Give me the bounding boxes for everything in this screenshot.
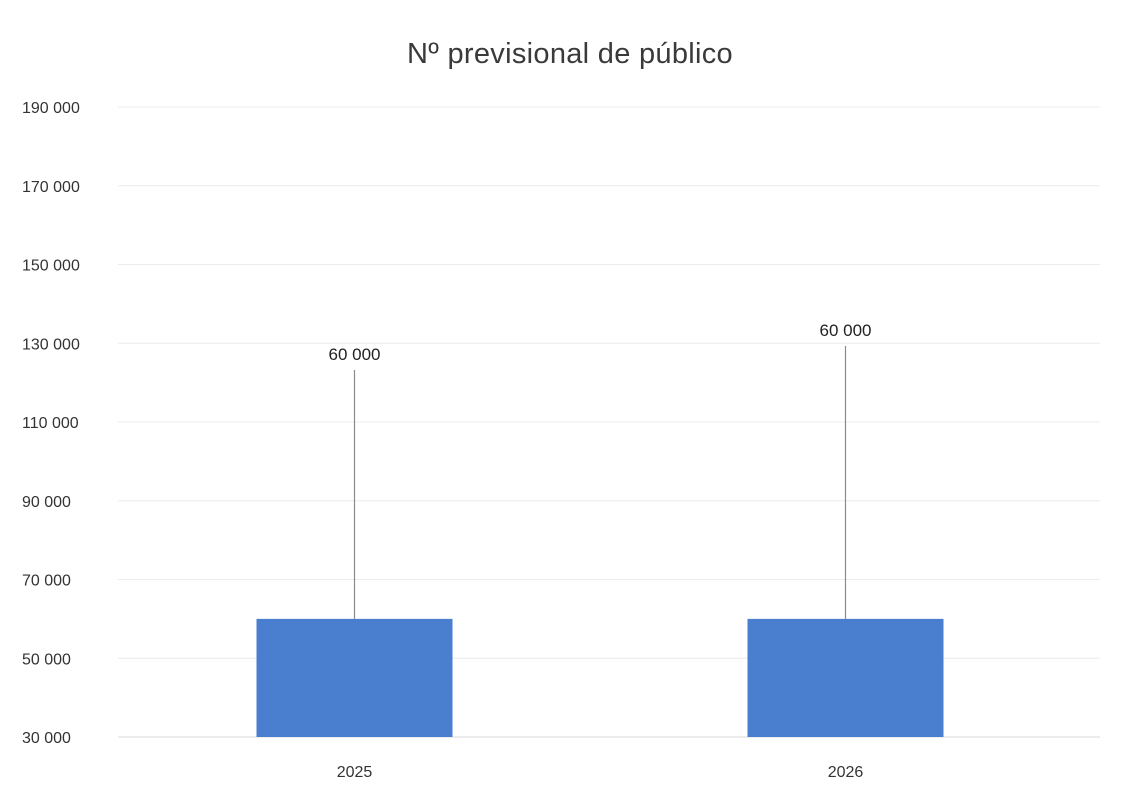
bar-2026	[747, 618, 944, 737]
y-axis-ticks: 30 000 50 000 70 000 90 000 110 000 130 000 15…	[22, 100, 80, 747]
x-tick-label: 2025	[337, 764, 373, 781]
y-tick-label: 110 000	[22, 415, 79, 432]
y-tick-label: 130 000	[22, 336, 80, 353]
data-labels: 60 000 60 000	[329, 321, 872, 619]
y-tick-label: 150 000	[22, 258, 80, 275]
y-tick-label: 190 000	[22, 100, 80, 117]
y-tick-label: 90 000	[22, 494, 71, 511]
x-tick-label: 2026	[828, 764, 864, 781]
chart-title: Nº previsional de público	[407, 38, 733, 70]
data-label: 60 000	[820, 321, 872, 340]
y-tick-label: 170 000	[22, 179, 80, 196]
y-tick-label: 30 000	[22, 730, 71, 747]
data-label: 60 000	[329, 345, 381, 364]
y-tick-label: 70 000	[22, 573, 71, 590]
bars	[256, 618, 944, 737]
bar-2025	[256, 618, 453, 737]
y-tick-label: 50 000	[22, 651, 71, 668]
x-axis-ticks: 2025 2026	[337, 764, 864, 781]
